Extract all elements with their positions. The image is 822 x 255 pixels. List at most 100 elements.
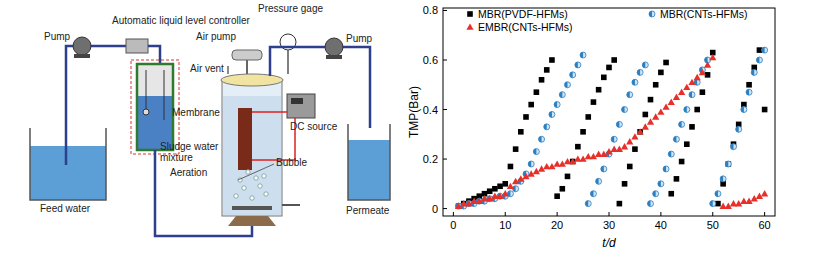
data-point xyxy=(726,161,732,167)
data-point xyxy=(539,136,545,142)
marker-shape xyxy=(762,47,768,53)
data-point xyxy=(565,174,571,180)
marker-shape xyxy=(549,111,555,117)
float xyxy=(143,109,149,115)
bubble xyxy=(258,184,262,188)
marker-shape xyxy=(710,201,716,207)
data-point xyxy=(648,97,654,103)
marker-shape xyxy=(720,176,723,182)
marker-shape xyxy=(715,191,718,197)
data-point xyxy=(668,191,674,197)
marker-shape xyxy=(502,190,509,196)
marker-shape xyxy=(622,107,625,113)
x-tick xyxy=(609,212,610,216)
marker-shape xyxy=(627,164,633,170)
data-point xyxy=(658,181,664,187)
x-tick xyxy=(764,212,765,216)
marker-shape xyxy=(596,178,599,184)
marker-shape xyxy=(658,70,664,76)
marker-shape xyxy=(684,107,690,113)
marker-shape xyxy=(596,87,602,93)
data-point xyxy=(668,151,674,157)
feed-water-liquid xyxy=(30,146,106,200)
marker-shape xyxy=(554,193,560,199)
marker-shape xyxy=(751,69,757,75)
data-point xyxy=(689,124,695,130)
marker-shape xyxy=(715,191,721,197)
marker-shape xyxy=(668,191,674,197)
data-point xyxy=(601,166,607,172)
marker-shape xyxy=(596,178,602,184)
series xyxy=(456,47,768,209)
y-tick xyxy=(443,109,447,110)
data-point xyxy=(700,89,706,95)
data-point xyxy=(492,186,498,192)
diagram-label: Air vent xyxy=(190,63,224,74)
x-tick xyxy=(660,212,661,216)
marker-shape xyxy=(523,114,529,120)
marker-shape xyxy=(689,92,692,98)
marker-shape xyxy=(699,69,706,75)
bubble xyxy=(246,170,250,174)
marker-shape xyxy=(746,82,752,88)
diagram-label: Feed water xyxy=(40,203,91,214)
marker-shape xyxy=(668,151,671,157)
marker-shape xyxy=(487,188,493,194)
diagram-label: Pressure gage xyxy=(258,3,323,14)
marker-shape xyxy=(637,69,640,75)
y-tick xyxy=(443,60,447,61)
marker-shape xyxy=(611,136,614,142)
marker-shape xyxy=(565,174,571,180)
marker-shape xyxy=(637,69,643,75)
beaker xyxy=(30,128,106,200)
data-point xyxy=(559,92,565,98)
marker-shape xyxy=(466,23,473,29)
data-point xyxy=(699,69,706,75)
reactor-base xyxy=(228,216,276,226)
data-point xyxy=(611,136,617,142)
reactor-liquid xyxy=(223,96,281,215)
legend-label: MBR(CNTs-HFMs) xyxy=(660,8,747,20)
wire xyxy=(252,118,295,160)
data-point xyxy=(684,141,690,147)
marker-shape xyxy=(617,201,623,207)
marker-shape xyxy=(497,183,503,189)
marker-shape xyxy=(518,129,524,135)
data-point xyxy=(736,126,742,132)
data-point xyxy=(637,69,643,75)
marker-shape xyxy=(694,107,700,113)
data-point xyxy=(539,77,545,83)
data-point xyxy=(601,75,607,81)
data-point xyxy=(502,181,508,187)
y-tick xyxy=(443,208,447,209)
data-point xyxy=(533,149,539,155)
data-point xyxy=(502,190,509,196)
data-point xyxy=(575,144,581,150)
y-tick-label: 0.2 xyxy=(423,153,438,165)
marker-shape xyxy=(575,62,581,68)
plot-frame xyxy=(443,8,775,216)
data-point xyxy=(549,57,555,63)
data-point xyxy=(715,191,721,197)
data-point xyxy=(720,176,726,182)
marker-shape xyxy=(544,67,550,73)
bubble xyxy=(250,196,254,200)
x-tick xyxy=(453,212,454,216)
marker-shape xyxy=(637,129,643,135)
marker-shape xyxy=(601,166,607,172)
data-point xyxy=(487,188,493,194)
marker-shape xyxy=(668,151,674,157)
data-point xyxy=(534,89,540,95)
series xyxy=(455,54,768,209)
marker-shape xyxy=(544,124,547,130)
marker-shape xyxy=(585,201,588,207)
marker-shape xyxy=(679,121,682,127)
data-point xyxy=(679,121,685,127)
data-point xyxy=(560,186,566,192)
legend-label: EMBR(CNTs-HFMs) xyxy=(478,21,573,33)
data-point xyxy=(617,201,623,207)
bubble xyxy=(264,192,268,196)
marker-shape xyxy=(632,79,638,85)
data-point xyxy=(731,144,737,150)
marker-shape xyxy=(689,124,695,130)
